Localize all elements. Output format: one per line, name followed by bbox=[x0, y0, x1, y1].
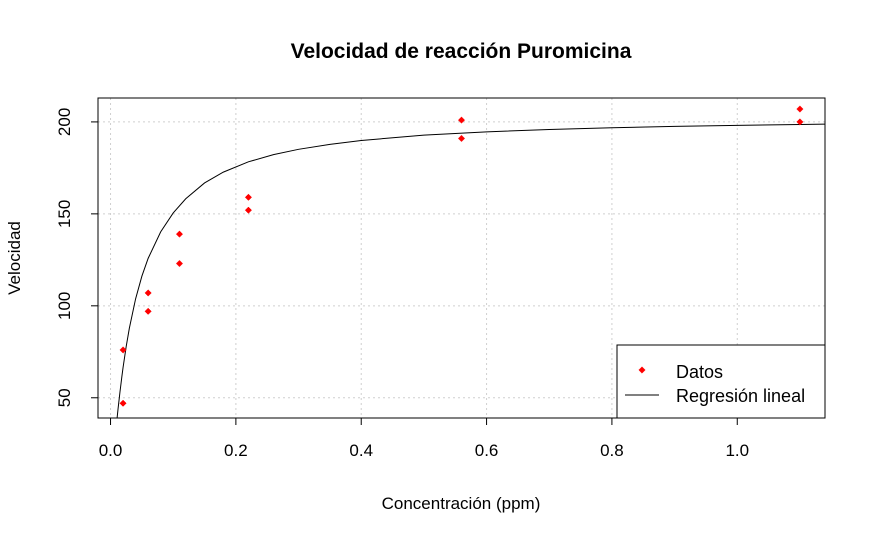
x-tick-label: 0.2 bbox=[224, 441, 248, 460]
x-axis-label: Concentración (ppm) bbox=[382, 494, 541, 513]
data-point bbox=[175, 259, 184, 268]
y-tick-label: 100 bbox=[55, 292, 74, 320]
y-axis: 50 100 150 200 bbox=[55, 108, 99, 407]
x-tick-label: 0.6 bbox=[475, 441, 499, 460]
regression-line bbox=[116, 123, 825, 418]
y-tick-label: 150 bbox=[55, 200, 74, 228]
chart-title: Velocidad de reacción Puromicina bbox=[291, 40, 632, 63]
x-axis: 0.0 0.2 0.4 0.6 0.8 1.0 bbox=[99, 417, 749, 460]
legend-point-marker bbox=[638, 366, 646, 374]
legend-box bbox=[616, 344, 826, 419]
data-point bbox=[796, 105, 804, 113]
data-point bbox=[796, 118, 804, 126]
data-point bbox=[175, 230, 184, 238]
data-point bbox=[119, 399, 127, 407]
data-point bbox=[244, 193, 252, 201]
y-axis-label: Velocidad bbox=[5, 221, 24, 295]
x-tick-label: 0.0 bbox=[99, 441, 123, 460]
legend-diamond bbox=[638, 366, 646, 374]
legend: Datos Regresión lineal bbox=[616, 344, 826, 419]
legend-label-regresion: Regresión lineal bbox=[676, 386, 805, 406]
y-tick-label: 200 bbox=[55, 108, 74, 136]
legend-label-datos: Datos bbox=[676, 362, 723, 382]
regression-curve bbox=[116, 123, 825, 418]
data-point bbox=[144, 307, 152, 315]
data-point bbox=[244, 206, 252, 214]
data-point bbox=[457, 134, 466, 143]
data-point bbox=[457, 116, 466, 124]
y-tick-label: 50 bbox=[55, 388, 74, 407]
data-point bbox=[144, 289, 152, 297]
x-tick-label: 1.0 bbox=[725, 441, 749, 460]
data-point bbox=[119, 346, 127, 354]
data-points bbox=[119, 105, 804, 407]
x-tick-label: 0.4 bbox=[349, 441, 373, 460]
x-tick-label: 0.8 bbox=[600, 441, 624, 460]
plot-frame bbox=[97, 97, 826, 419]
